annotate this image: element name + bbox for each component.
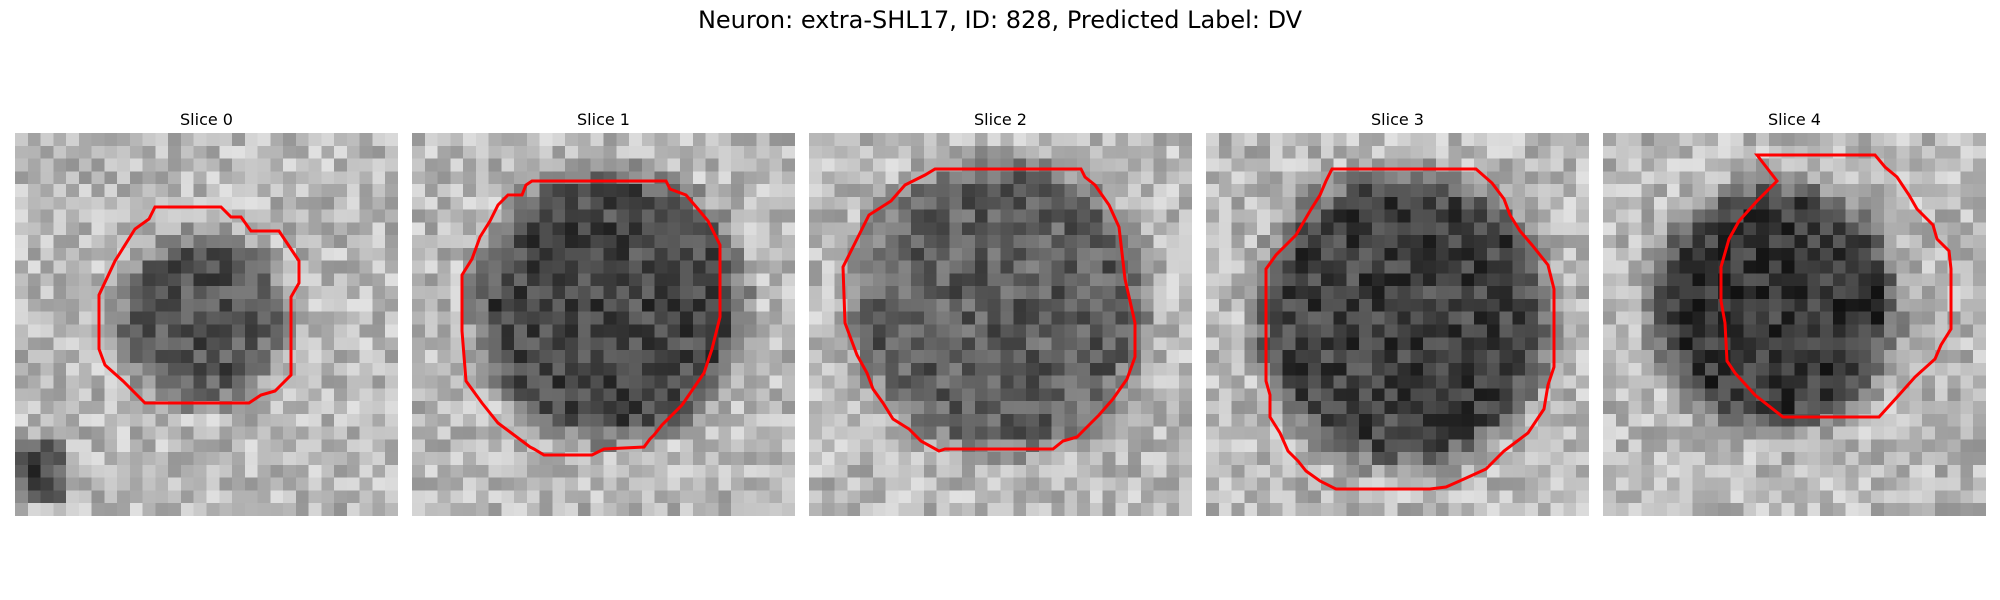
slice-image-0	[15, 133, 398, 516]
slice-image-4	[1603, 133, 1986, 516]
slice-1-contour	[460, 179, 722, 457]
slice-1-pixels	[412, 133, 795, 516]
slice-2-contour	[841, 167, 1137, 453]
slice-2-pixels	[809, 133, 1192, 516]
panel-title-slice-4: Slice 4	[1768, 110, 1821, 129]
figure-title: Neuron: extra-SHL17, ID: 828, Predicted …	[697, 6, 1303, 34]
slice-4-pixels	[1603, 133, 1986, 516]
slice-image-2	[809, 133, 1192, 516]
panel-title-slice-1: Slice 1	[577, 110, 630, 129]
panel-title-slice-3: Slice 3	[1371, 110, 1424, 129]
slice-4-contour	[1719, 153, 1953, 419]
slice-image-3	[1206, 133, 1589, 516]
slice-0-contour	[97, 205, 301, 405]
slice-0-pixels	[15, 133, 398, 516]
panel-title-slice-0: Slice 0	[180, 110, 233, 129]
slice-3-pixels	[1206, 133, 1589, 516]
slice-3-contour	[1264, 167, 1556, 491]
slice-image-1	[412, 133, 795, 516]
panel-title-slice-2: Slice 2	[974, 110, 1027, 129]
